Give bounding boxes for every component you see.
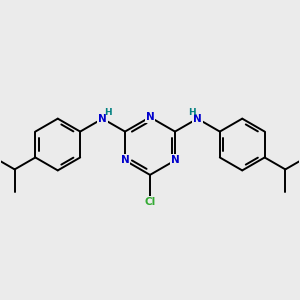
Text: H: H [104,108,112,117]
Text: N: N [193,114,202,124]
Text: N: N [171,155,179,166]
Text: N: N [146,112,154,122]
Text: H: H [188,108,196,117]
Text: Cl: Cl [144,197,156,207]
Text: N: N [98,114,107,124]
Text: N: N [121,155,129,166]
